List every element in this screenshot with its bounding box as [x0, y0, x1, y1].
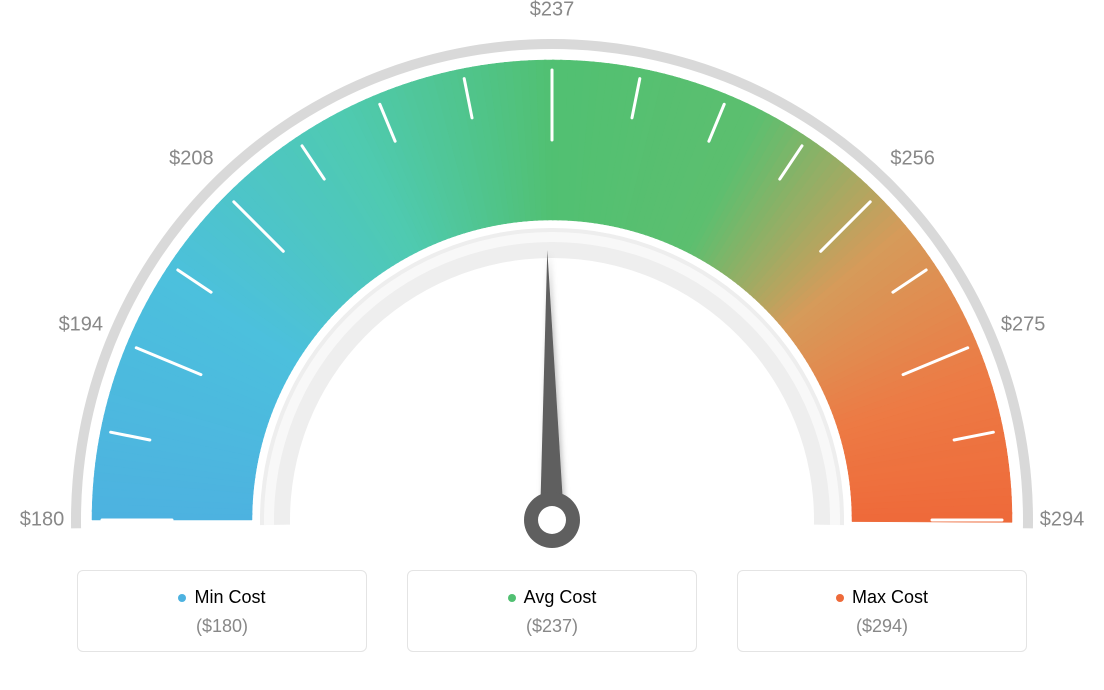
gauge-tick-label: $256: [890, 148, 935, 171]
legend-label-min: Min Cost: [194, 587, 265, 608]
gauge-svg: [0, 0, 1104, 560]
gauge-tick-label: $275: [1001, 313, 1046, 336]
gauge-chart: $180 $194 $208 $237 $256 $275 $294: [0, 0, 1104, 560]
legend-card-avg: Avg Cost ($237): [407, 570, 697, 652]
legend-label-avg: Avg Cost: [524, 587, 597, 608]
legend-value-max: ($294): [738, 616, 1026, 637]
legend-value-min: ($180): [78, 616, 366, 637]
legend-row: Min Cost ($180) Avg Cost ($237) Max Cost…: [0, 570, 1104, 652]
legend-card-min: Min Cost ($180): [77, 570, 367, 652]
gauge-tick-label: $237: [530, 0, 575, 22]
legend-dot-avg: [508, 594, 516, 602]
legend-value-avg: ($237): [408, 616, 696, 637]
legend-dot-min: [178, 594, 186, 602]
legend-dot-max: [836, 594, 844, 602]
legend-title-max: Max Cost: [836, 587, 928, 608]
gauge-tick-label: $294: [1040, 509, 1085, 532]
gauge-tick-label: $194: [59, 313, 104, 336]
legend-card-max: Max Cost ($294): [737, 570, 1027, 652]
gauge-tick-label: $180: [20, 509, 65, 532]
legend-title-avg: Avg Cost: [508, 587, 597, 608]
gauge-tick-label: $208: [169, 148, 214, 171]
legend-label-max: Max Cost: [852, 587, 928, 608]
legend-title-min: Min Cost: [178, 587, 265, 608]
